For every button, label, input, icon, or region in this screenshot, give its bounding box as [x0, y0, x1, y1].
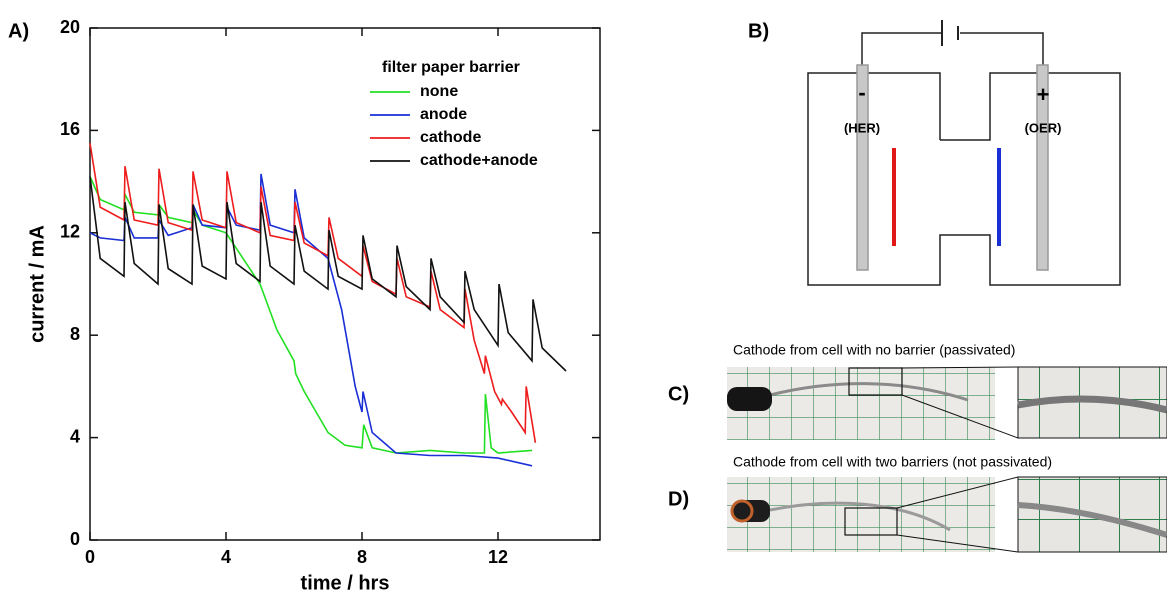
legend-label: cathode+anode: [420, 152, 538, 169]
y-tick-label: 8: [70, 324, 80, 344]
y-tick-label: 16: [60, 119, 80, 139]
panel-label: B): [748, 20, 769, 42]
panel-label: C): [668, 383, 689, 405]
data-line: [89, 143, 537, 443]
photo-c: [727, 366, 1167, 440]
x-tick-label: 4: [221, 547, 231, 567]
photo-caption: Cathode from cell with two barriers (not…: [733, 454, 1052, 470]
y-tick-label: 0: [70, 529, 80, 549]
cell-diagram: [807, 20, 1121, 286]
electrode-label: (HER): [844, 120, 880, 135]
data-line: [89, 173, 533, 467]
x-tick-label: 8: [357, 547, 367, 567]
photo-caption: Cathode from cell with no barrier (passi…: [733, 342, 1015, 358]
electrode-sign: -: [858, 80, 865, 105]
x-tick-label: 0: [85, 547, 95, 567]
plot-frame: [89, 27, 601, 541]
legend-title: filter paper barrier: [382, 59, 520, 76]
panel-label: D): [668, 488, 689, 510]
electrode-sign: +: [1037, 82, 1050, 107]
y-axis-label: current / mA: [26, 225, 48, 343]
panel-label: A): [8, 20, 29, 42]
electrode-label: (OER): [1025, 120, 1062, 135]
y-tick-label: 20: [60, 17, 80, 37]
legend-label: none: [420, 83, 458, 100]
legend-label: cathode: [420, 129, 481, 146]
x-axis-label: time / hrs: [301, 572, 390, 594]
line-chart: 0 4 8 12 16 20 0 4 8 12 time / hrs current / mA filt…: [26, 17, 601, 594]
y-tick-label: 4: [70, 426, 80, 446]
legend-label: anode: [420, 106, 467, 123]
photo-d: [727, 476, 1167, 553]
data-line: [89, 176, 567, 372]
y-tick-label: 12: [60, 222, 80, 242]
data-line: [89, 176, 533, 454]
x-tick-label: 12: [488, 547, 508, 567]
